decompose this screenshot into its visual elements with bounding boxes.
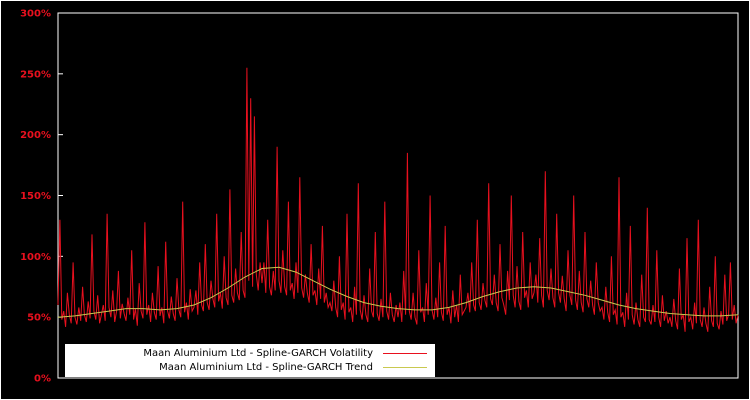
y-tick-label: 300% xyxy=(20,9,51,20)
volatility-line-swatch xyxy=(383,353,427,354)
plot-border xyxy=(57,12,739,379)
legend: Maan Aluminium Ltd - Spline-GARCH Volati… xyxy=(65,344,435,377)
trend-line-swatch xyxy=(383,367,427,368)
legend-row-volatility: Maan Aluminium Ltd - Spline-GARCH Volati… xyxy=(73,347,427,361)
legend-label-trend: Maan Aluminium Ltd - Spline-GARCH Trend xyxy=(159,362,373,373)
y-tick-label: 150% xyxy=(20,191,51,202)
volatility-series-line xyxy=(57,67,739,332)
legend-row-trend: Maan Aluminium Ltd - Spline-GARCH Trend xyxy=(73,361,427,375)
legend-label-volatility: Maan Aluminium Ltd - Spline-GARCH Volati… xyxy=(143,348,373,359)
y-tick-label: 50% xyxy=(27,313,51,324)
y-tick-label: 0% xyxy=(34,374,51,385)
y-tick-label: 100% xyxy=(20,252,51,263)
trend-series-line xyxy=(57,266,739,318)
y-tick-label: 250% xyxy=(20,69,51,80)
y-tick-label: 200% xyxy=(20,130,51,141)
